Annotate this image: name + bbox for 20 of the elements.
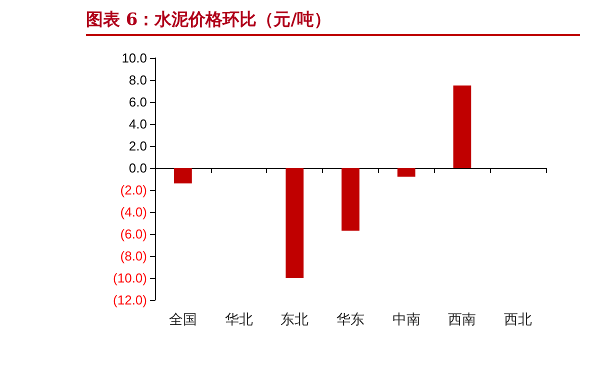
y-tick-label: 2.0: [128, 138, 147, 154]
y-tick-label: 6.0: [128, 94, 147, 110]
y-tick-label: (10.0): [113, 270, 147, 286]
y-tick-label: 0.0: [128, 160, 147, 176]
x-tick-label: 全国: [168, 311, 197, 327]
y-tick-label: (2.0): [120, 182, 147, 198]
y-tick-label: (12.0): [113, 292, 147, 308]
x-tick-label: 中南: [392, 311, 420, 327]
chart-title: 图表 6：水泥价格环比（元/吨）: [86, 6, 580, 36]
y-tick-label: 4.0: [128, 116, 147, 132]
x-tick-label: 华东: [336, 311, 364, 327]
y-tick-label: (4.0): [120, 204, 147, 220]
x-tick-label: 西南: [448, 311, 476, 327]
y-tick-label: (8.0): [120, 248, 147, 264]
y-tick-label: 8.0: [128, 72, 147, 88]
x-tick-label: 西北: [504, 311, 532, 327]
y-tick-label: (6.0): [120, 226, 147, 242]
x-tick-label: 华北: [224, 311, 253, 327]
y-tick-label: 10.0: [122, 50, 147, 66]
x-tick-label: 东北: [280, 311, 309, 327]
